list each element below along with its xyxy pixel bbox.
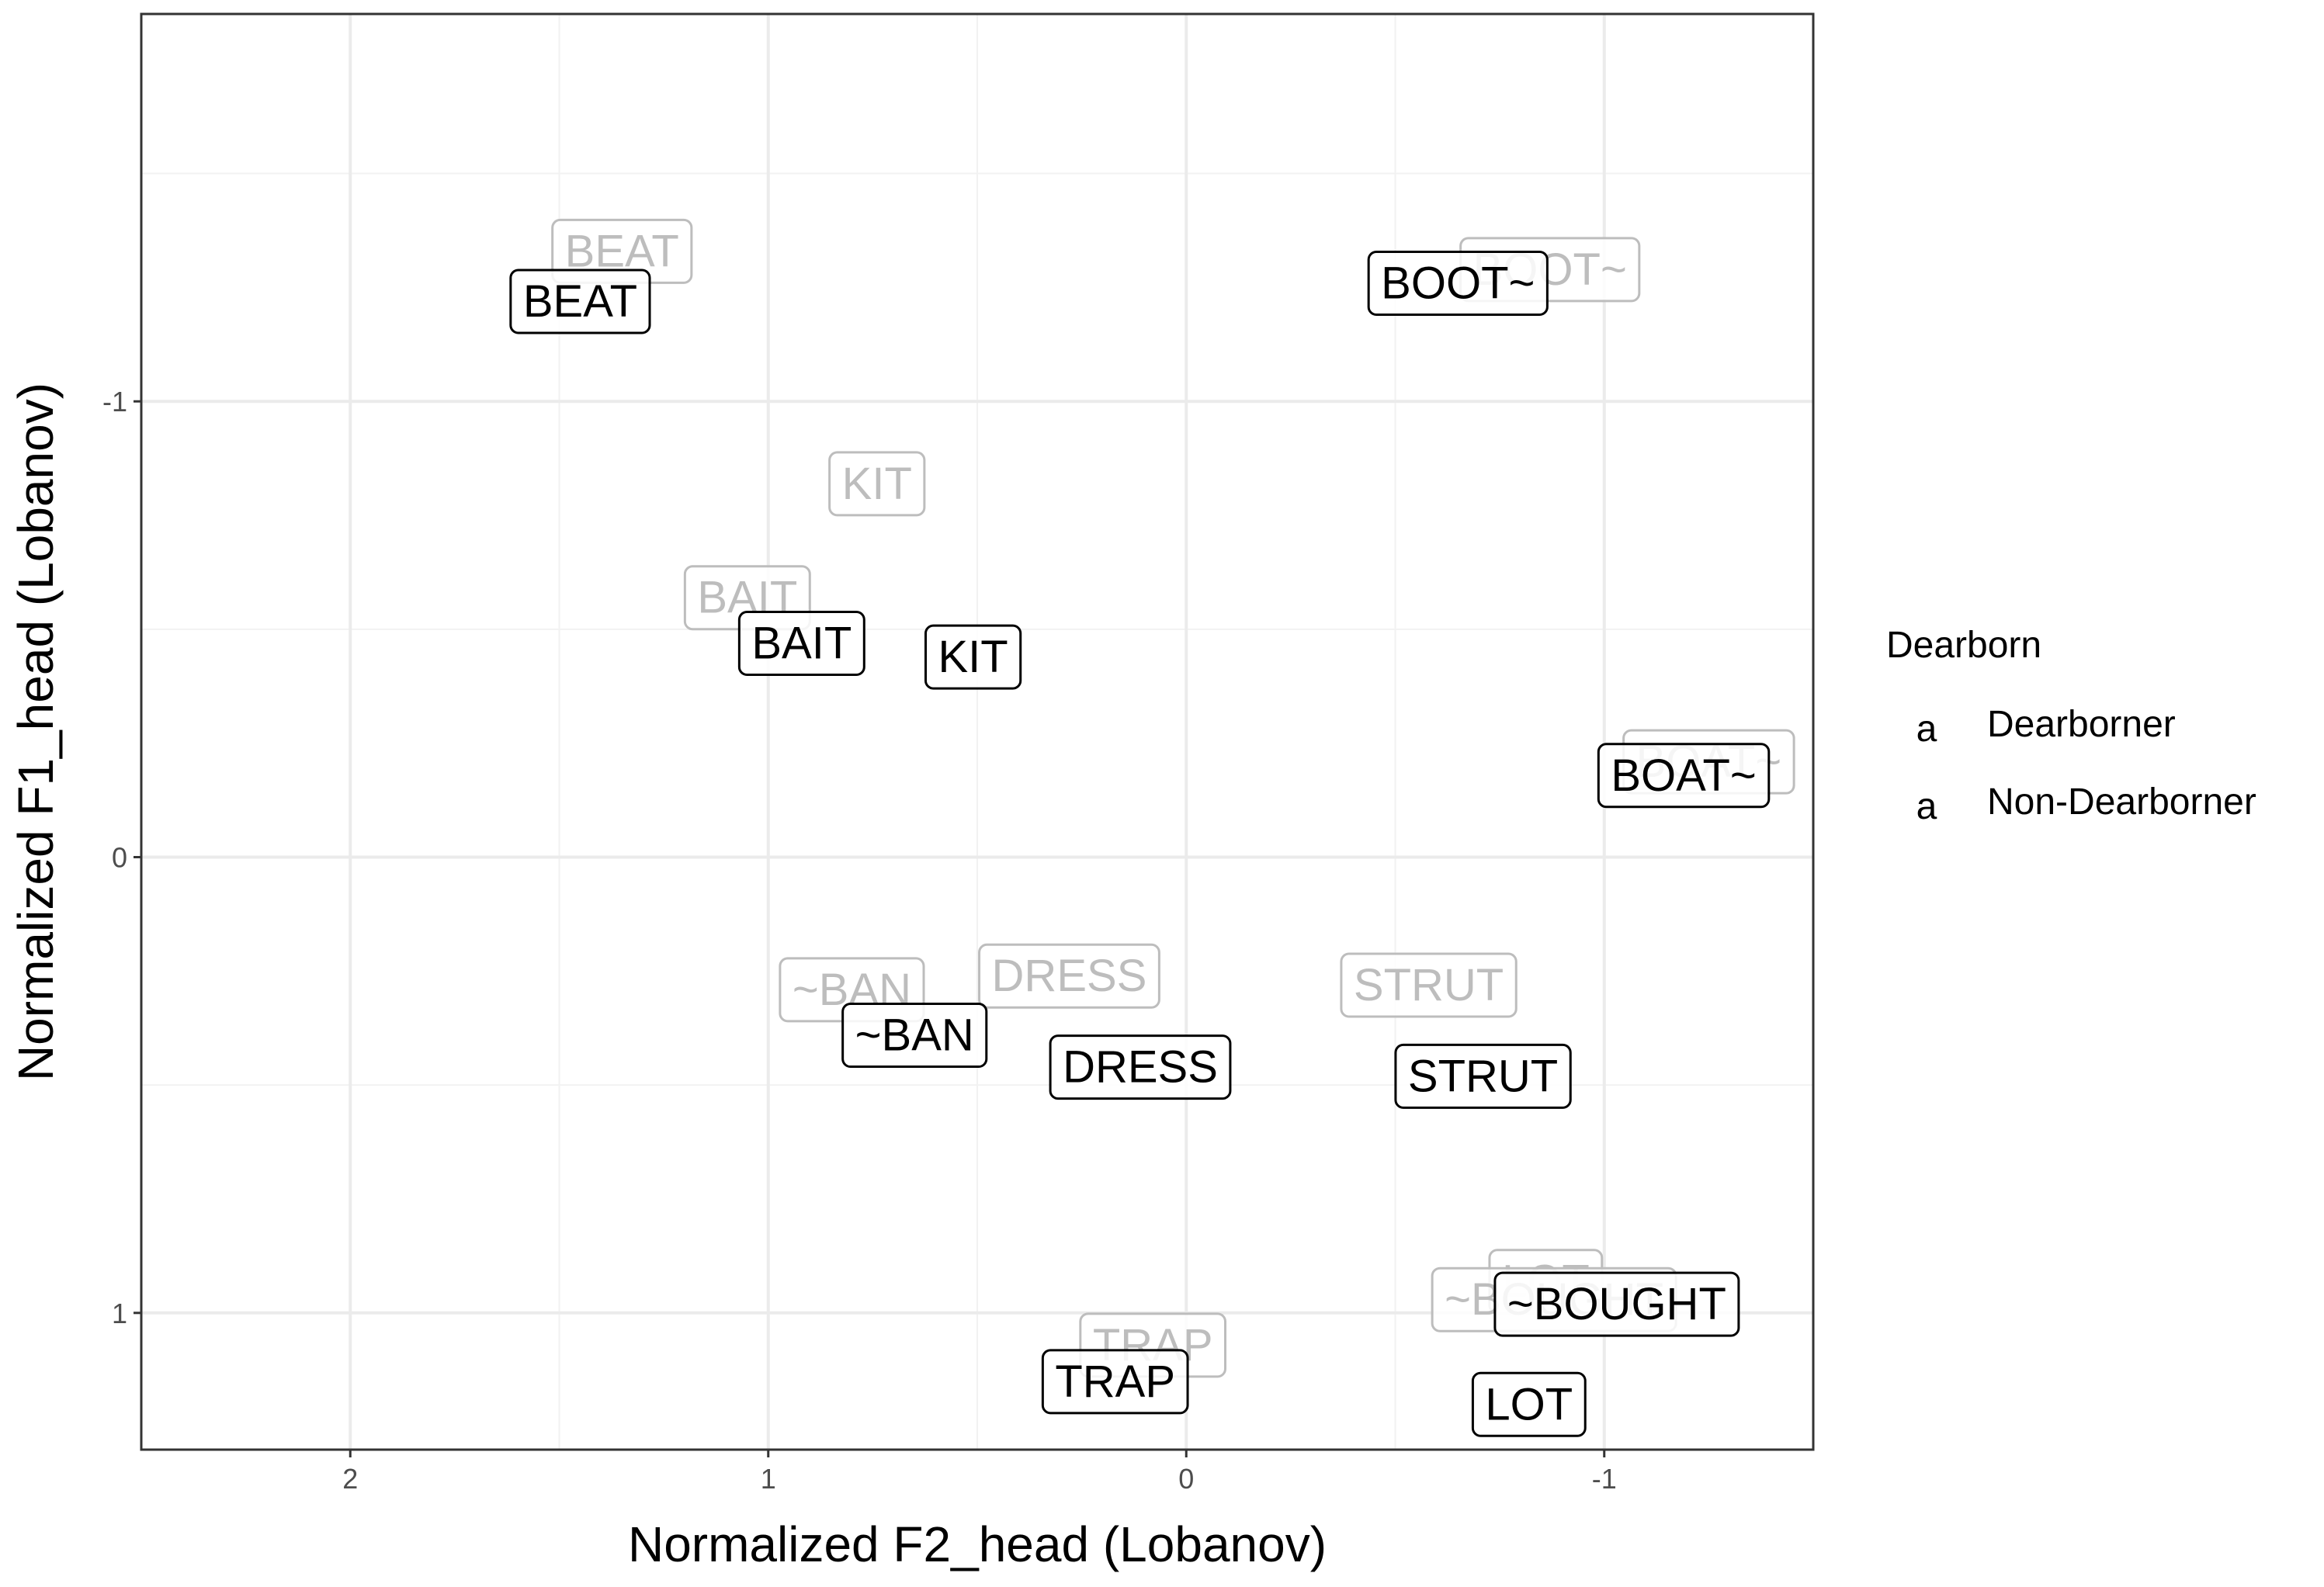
y-axis-ticks: -1 0 1 bbox=[102, 386, 141, 1329]
point-label-ban: ~BAN bbox=[841, 1003, 988, 1069]
label-text: BAIT bbox=[751, 618, 852, 668]
point-label-kit: KIT bbox=[828, 451, 926, 517]
point-label-lot: LOT bbox=[1471, 1371, 1587, 1437]
label-text: BEAT bbox=[523, 276, 637, 327]
label-box bbox=[828, 451, 926, 517]
point-label-bought: ~BOUGHT bbox=[1493, 1271, 1740, 1337]
label-box bbox=[1493, 1271, 1740, 1337]
label-text: KIT bbox=[938, 632, 1008, 682]
x-tick-label: 1 bbox=[761, 1463, 776, 1495]
label-box bbox=[978, 943, 1160, 1009]
label-box bbox=[924, 624, 1022, 690]
label-text: LOT bbox=[1485, 1379, 1573, 1429]
label-box bbox=[1049, 1034, 1232, 1100]
label-text: KIT bbox=[842, 459, 912, 509]
label-box bbox=[1041, 1349, 1189, 1415]
point-label-dress: DRESS bbox=[1049, 1034, 1232, 1100]
legend-entry-label: Dearborner bbox=[1987, 704, 2176, 745]
label-box bbox=[1340, 952, 1518, 1018]
legend-key-glyph: a bbox=[1916, 786, 1937, 827]
label-box bbox=[1597, 743, 1771, 809]
label-box bbox=[509, 269, 651, 334]
label-text: DRESS bbox=[992, 951, 1147, 1001]
point-label-kit: KIT bbox=[924, 624, 1022, 690]
x-axis-title: Normalized F2_head (Lobanov) bbox=[628, 1516, 1327, 1572]
label-text: BOAT~ bbox=[1611, 750, 1756, 801]
point-label-trap: TRAP bbox=[1041, 1349, 1189, 1415]
minor-grid bbox=[141, 14, 1813, 1450]
point-label-strut: STRUT bbox=[1394, 1043, 1572, 1109]
label-text: BOOT~ bbox=[1381, 258, 1535, 309]
point-label-boat: BOAT~ bbox=[1597, 743, 1771, 809]
label-box bbox=[1394, 1043, 1572, 1109]
y-axis-title: Normalized F1_head (Lobanov) bbox=[8, 383, 64, 1081]
label-text: TRAP bbox=[1055, 1357, 1175, 1407]
dearborner-labels: BEAT BOOT~ BAIT KIT BOAT~ ~BAN DRESS STRUT ~BOUG… bbox=[509, 251, 1771, 1437]
point-label-bait: BAIT bbox=[737, 610, 865, 676]
point-label-beat: BEAT bbox=[551, 218, 693, 284]
y-tick-label: -1 bbox=[102, 386, 127, 418]
label-text: ~BAN bbox=[855, 1010, 974, 1061]
y-tick-label: 1 bbox=[112, 1298, 127, 1329]
x-tick-label: 0 bbox=[1178, 1463, 1194, 1495]
panel-border bbox=[140, 12, 1815, 1451]
label-text: BEAT bbox=[565, 226, 679, 276]
label-text: STRUT bbox=[1408, 1051, 1558, 1101]
point-label-boot: BOOT~ bbox=[1367, 251, 1549, 317]
legend: Dearborn a Dearborner a Non-Dearborner bbox=[1886, 625, 2256, 827]
point-label-dress: DRESS bbox=[978, 943, 1160, 1009]
legend-entry-label: Non-Dearborner bbox=[1987, 781, 2256, 823]
x-tick-label: -1 bbox=[1592, 1463, 1617, 1495]
label-text: STRUT bbox=[1354, 960, 1504, 1010]
x-axis-ticks: 2 1 0 -1 bbox=[342, 1450, 1617, 1495]
label-box bbox=[841, 1003, 988, 1069]
x-tick-label: 2 bbox=[342, 1463, 358, 1495]
legend-title: Dearborn bbox=[1886, 625, 2041, 666]
y-tick-label: 0 bbox=[112, 842, 127, 874]
label-box bbox=[1367, 251, 1549, 317]
point-label-beat: BEAT bbox=[509, 269, 651, 334]
label-box bbox=[1471, 1371, 1587, 1437]
point-label-strut: STRUT bbox=[1340, 952, 1518, 1018]
label-box bbox=[737, 610, 865, 676]
legend-entries: a Dearborner a Non-Dearborner bbox=[1916, 704, 2256, 827]
legend-key-glyph: a bbox=[1916, 709, 1937, 750]
label-text: ~BOUGHT bbox=[1507, 1279, 1726, 1329]
label-text: DRESS bbox=[1063, 1042, 1218, 1093]
